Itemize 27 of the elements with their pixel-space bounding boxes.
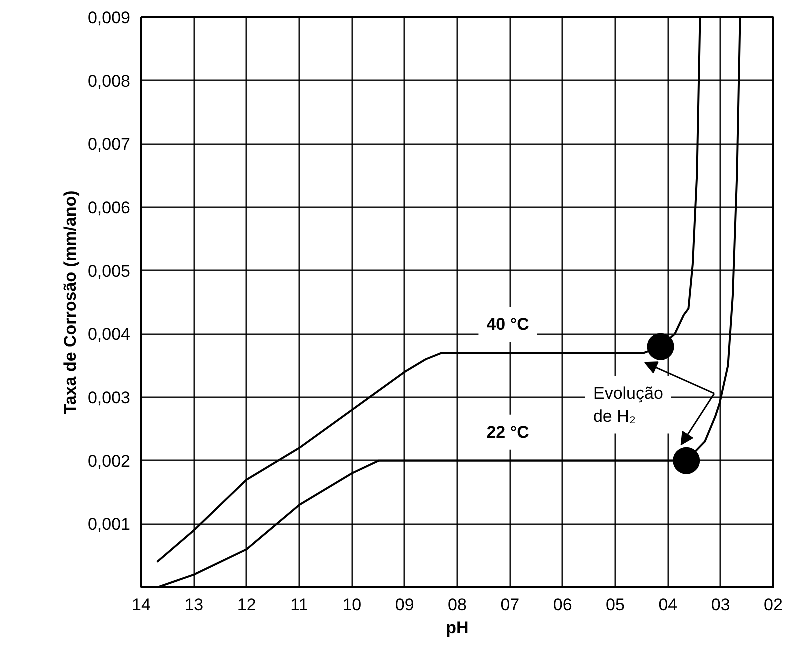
x-tick-label: 08 (448, 596, 467, 614)
x-tick-label: 02 (764, 596, 783, 614)
x-tick-label: 13 (184, 596, 204, 614)
x-tick-label: 14 (132, 596, 151, 614)
x-tick-label: 10 (342, 596, 362, 614)
y-tick-label: 0,006 (88, 198, 131, 218)
x-tick-label: 09 (395, 596, 414, 614)
x-tick-label: 11 (290, 596, 308, 614)
x-tick-label: 06 (553, 596, 572, 614)
y-tick-label: 0,001 (88, 515, 131, 534)
annotation: Evolução de H₂ (593, 384, 664, 426)
y-tick-label: 0,008 (88, 72, 131, 91)
x-tick-label: 03 (711, 596, 730, 614)
x-tick-label: 12 (237, 596, 256, 614)
y-axis-title: Taxa de Corrosão (mm/ano) (60, 190, 80, 414)
y-tick-label: 0,007 (88, 135, 131, 154)
x-tick-label: 05 (606, 596, 625, 614)
y-tick-label: 0,005 (88, 262, 131, 281)
y-tick-label: 0,009 (88, 8, 131, 28)
series-label: 22 °C (486, 422, 530, 442)
y-tick-label: 0,003 (88, 388, 131, 408)
y-tick-label: 0,002 (88, 452, 131, 471)
x-tick-label: 07 (500, 596, 520, 614)
series-label: 40 °C (486, 315, 530, 334)
x-axis-title: pH (446, 618, 469, 638)
y-tick-label: 0,004 (88, 325, 131, 344)
x-tick-label: 04 (658, 596, 678, 614)
